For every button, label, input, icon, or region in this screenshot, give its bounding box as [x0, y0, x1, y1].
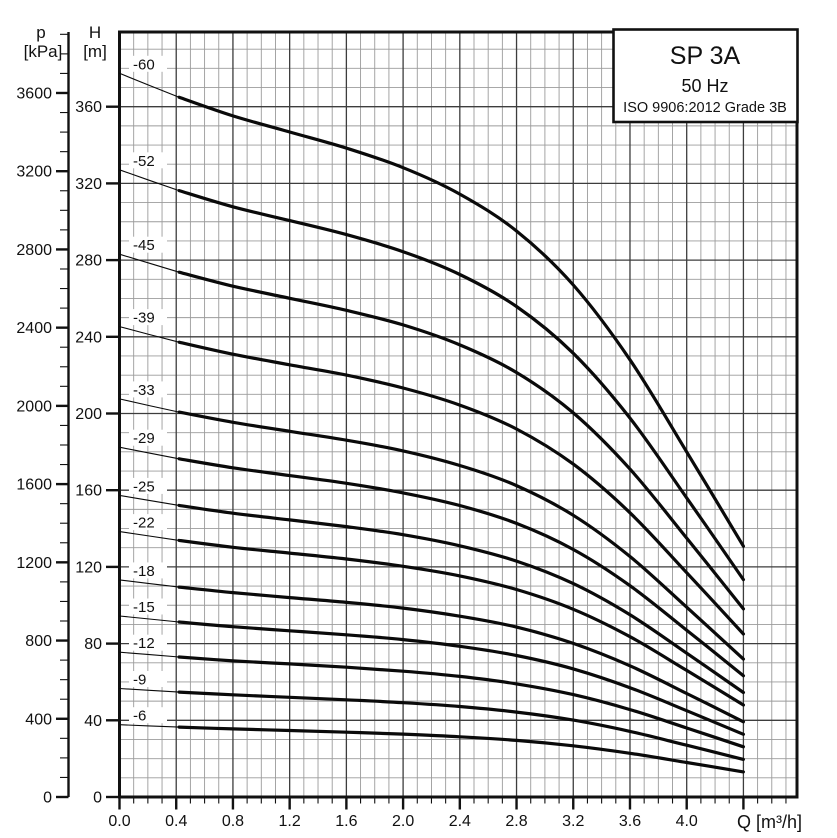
- pressure-tick-label: 0: [43, 790, 52, 807]
- curve-label-bg: [129, 381, 167, 398]
- curve-label-bg: [129, 671, 167, 687]
- head-tick-label: 200: [75, 406, 102, 423]
- flow-tick-label: 1.2: [279, 813, 301, 830]
- head-tick-label: 40: [84, 713, 102, 730]
- flow-tick-label: 1.6: [335, 813, 357, 830]
- curve-label-bg: [129, 55, 167, 72]
- pressure-tick-label: 400: [25, 711, 52, 728]
- curve-label-bg: [129, 429, 167, 446]
- flow-tick-label: 3.2: [562, 813, 584, 830]
- flow-tick-label: 4.0: [676, 813, 698, 830]
- curve-label-bg: [129, 309, 167, 326]
- head-tick-label: 240: [75, 329, 102, 346]
- pressure-tick-label: 3600: [16, 85, 52, 102]
- pressure-axis-name: p: [36, 23, 45, 42]
- curve-labels: -60 -52 -45 -39 -33 -29 -25 -22 -18 -15 -12 -9 -6: [129, 55, 167, 725]
- head-tick-label: 0: [93, 790, 102, 807]
- pressure-tick-label: 3200: [16, 164, 52, 181]
- curve-52: [119, 169, 745, 582]
- flow-tick-label: 2.8: [505, 813, 527, 830]
- curve-label-6: -6: [133, 708, 146, 725]
- head-tick-label: 360: [75, 99, 102, 116]
- title-box: SP 3A 50 Hz ISO 9906:2012 Grade 3B: [612, 28, 799, 124]
- curve-label-29: -29: [133, 430, 155, 447]
- curves: [119, 72, 745, 774]
- curve-12: [119, 651, 745, 749]
- curve-9: [119, 687, 745, 761]
- curve-label-bg: [129, 634, 167, 651]
- pressure-tick-label: 2400: [16, 320, 52, 337]
- pump-standard: ISO 9906:2012 Grade 3B: [623, 100, 787, 116]
- curve-label-25: -25: [133, 478, 155, 495]
- curve-25: [119, 494, 745, 695]
- curve-label-bg: [129, 514, 167, 531]
- curve-label-bg: [129, 707, 167, 724]
- curve-label-bg: [129, 562, 167, 579]
- grid-major: [119, 32, 797, 797]
- plot-border: [118, 30, 799, 799]
- static-labels: p [kPa] H [m] Q [m³/h] SP 3A 50 Hz ISO 9…: [24, 23, 802, 832]
- curve-label-bg: [129, 477, 167, 494]
- flow-tick-label: 2.4: [449, 813, 471, 830]
- flow-tick-label: 0.4: [165, 813, 187, 830]
- pressure-tick-label: 2800: [16, 242, 52, 259]
- curve-39: [119, 326, 745, 636]
- curve-label-39: -39: [133, 310, 155, 327]
- curve-6: [119, 724, 745, 774]
- curve-label-60: -60: [133, 56, 155, 73]
- curve-label-22: -22: [133, 515, 155, 532]
- curve-label-15: -15: [133, 599, 155, 616]
- pump-frequency: 50 Hz: [681, 76, 728, 96]
- curve-22: [119, 531, 745, 707]
- curve-label-12: -12: [133, 635, 155, 652]
- flow-tick-label: 0.0: [108, 813, 130, 830]
- pressure-axis-unit: [kPa]: [24, 42, 63, 61]
- flow-tick-label: 2.0: [392, 813, 414, 830]
- grid-minor: [119, 32, 797, 797]
- curve-label-bg: [129, 598, 167, 615]
- flow-tick-label: 3.6: [619, 813, 641, 830]
- flow-tick-label: 0.8: [222, 813, 244, 830]
- curve-15: [119, 615, 745, 736]
- curve-33: [119, 398, 745, 661]
- flow-axis-name: Q [m³/h]: [737, 812, 802, 832]
- head-tick-label: 120: [75, 559, 102, 576]
- curve-label-33: -33: [133, 382, 155, 399]
- head-tick-label: 320: [75, 176, 102, 193]
- pressure-tick-label: 1200: [16, 555, 52, 572]
- head-tick-label: 80: [84, 636, 102, 653]
- curve-label-45: -45: [133, 237, 155, 254]
- pressure-tick-label: 800: [25, 633, 52, 650]
- curve-label-9: -9: [133, 671, 146, 688]
- curve-label-bg: [129, 152, 167, 169]
- curve-label-18: -18: [133, 563, 155, 580]
- pressure-tick-label: 1600: [16, 477, 52, 494]
- axis-ticks: 0 400 800 1200 1600 2000 2400 2800 3200 3600 0 40 80…: [16, 32, 787, 830]
- curve-60: [119, 72, 745, 548]
- pump-model: SP 3A: [670, 42, 741, 70]
- curve-45: [119, 253, 745, 611]
- pressure-tick-label: 2000: [16, 398, 52, 415]
- head-tick-label: 280: [75, 253, 102, 270]
- curve-29: [119, 446, 745, 678]
- curve-label-52: -52: [133, 153, 155, 170]
- curve-label-bg: [129, 236, 167, 253]
- title-box-frame: [612, 28, 799, 124]
- curve-18: [119, 579, 745, 724]
- head-axis-unit: [m]: [83, 42, 107, 61]
- head-tick-label: 160: [75, 483, 102, 500]
- head-axis-name: H: [89, 23, 101, 42]
